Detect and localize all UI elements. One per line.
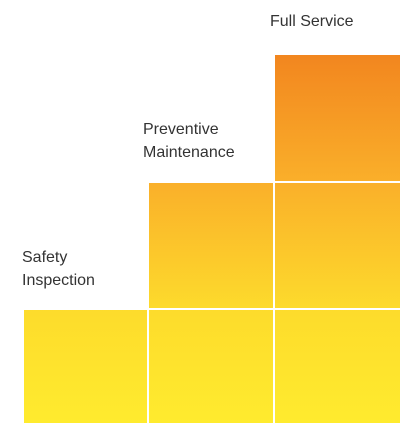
tier-label: Maintenance [143,144,235,161]
tier-label: Preventive [143,121,219,138]
labels: Safety Inspection Preventive Maintenance Ful… [22,13,354,289]
block [24,310,147,423]
tier-label: Safety [22,249,67,266]
block [275,55,400,181]
block [275,183,400,308]
blocks [24,55,400,423]
tier-label: Inspection [22,272,95,289]
block [149,183,273,308]
block [275,310,400,423]
block [149,310,273,423]
tier-label: Full Service [270,13,354,30]
